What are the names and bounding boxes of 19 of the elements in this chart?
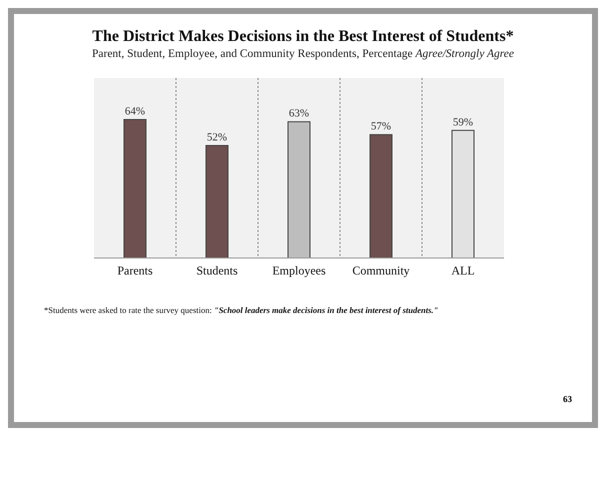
chart-title: The District Makes Decisions in the Best Interest of Students* (91, 28, 515, 46)
bar (288, 121, 310, 258)
data-label: 63% (288, 108, 310, 120)
x-tick-label: Students (196, 264, 238, 278)
x-tick-label: Employees (272, 264, 326, 278)
data-label: 52% (206, 132, 228, 144)
bar (452, 130, 474, 258)
x-tick-label: ALL (451, 264, 475, 278)
text: 63 (563, 394, 572, 404)
x-tick-label: Parents (117, 264, 153, 278)
data-label: 59% (452, 116, 474, 128)
bar (370, 134, 392, 258)
bar (206, 145, 228, 258)
text: *Students were asked to rate the survey question: "School leaders make decisions in the best interest of students." (44, 305, 440, 315)
data-label: 64% (124, 106, 146, 118)
data-label: 57% (370, 120, 392, 133)
bar (124, 119, 146, 258)
x-tick-label: Community (352, 264, 410, 278)
chart-subtitle: Parent, Student, Employee, and Community Respondents, Percentage Agree/Strongly Agree (90, 48, 515, 60)
